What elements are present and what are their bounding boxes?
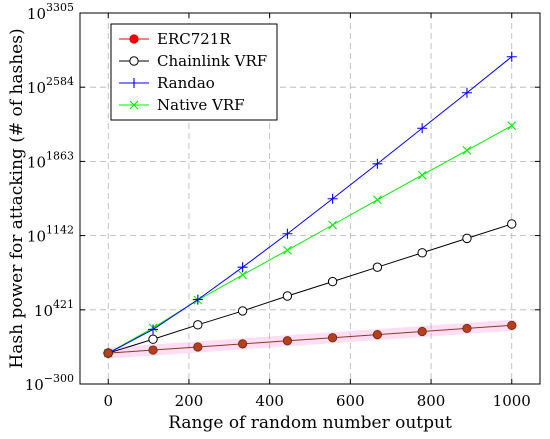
y-tick-exponent: 2584 [46,75,74,88]
data-point-native-vrf [283,245,292,255]
legend-marker [129,100,139,110]
y-tick-label: 10421 [34,298,74,320]
x-tick-label: 1000 [493,392,531,410]
series-line-chainlink-vrf [108,223,512,354]
y-tick-label: 102584 [27,75,74,97]
legend-label: Randao [157,74,215,92]
data-point-chainlink-vrf [282,291,293,301]
legend-marker [129,34,139,44]
series-chainlink-vrf [103,219,517,358]
legend-entry-randao: Randao [119,74,215,92]
data-point-native-vrf [462,145,472,155]
legend-label: ERC721R [157,30,231,48]
data-point-chainlink-vrf [507,219,517,229]
y-tick-label: 103305 [27,1,74,23]
data-point-randao [461,87,472,98]
data-point-erc721r [103,348,113,358]
legend-marker [129,56,139,66]
data-point-erc721r [282,336,293,346]
series-line-erc721r [108,324,512,354]
data-point-native-vrf [372,195,382,205]
x-tick-label: 800 [417,392,446,410]
data-point-randao [417,123,428,134]
plot-frame [79,12,541,385]
y-tick-label: 10−300 [25,372,74,394]
data-point-erc721r [148,345,158,355]
data-point-randao [327,193,338,204]
data-point-chainlink-vrf [148,334,158,344]
y-tick-label: 101863 [27,149,74,171]
y-tick-base: 10 [27,228,46,246]
data-point-chainlink-vrf [372,262,383,272]
data-point-native-vrf [238,270,248,280]
x-tick-label: 0 [103,392,113,410]
legend-entry-chainlink-vrf: Chainlink VRF [119,52,267,70]
x-tick-label: 600 [336,392,365,410]
y-tick-base: 10 [25,376,44,394]
series-randao [103,51,517,359]
x-tick-label: 200 [175,392,204,410]
data-point-erc721r [507,320,517,330]
legend-entry-erc721r: ERC721R [119,30,231,48]
y-tick-exponent: −300 [44,372,74,385]
data-point-chainlink-vrf [417,248,427,258]
y-tick-label: 101142 [27,224,74,246]
y-tick-exponent: 1863 [46,149,74,162]
data-point-randao [148,324,159,335]
y-axis-title: Hash power for attacking (# of hashes) [7,28,27,368]
data-point-randao [282,228,293,239]
data-point-erc721r [417,326,427,337]
axis-ticks: 0 200 400 600 800 100010−30010421101142101863… [25,1,540,410]
y-tick-exponent: 1142 [46,224,74,237]
x-axis-title: Range of random number output [168,413,452,433]
y-tick-base: 10 [34,302,53,320]
data-point-chainlink-vrf [327,276,338,287]
data-point-erc721r [193,342,203,352]
legend-box [110,23,278,121]
x-tick-label: 400 [255,392,284,410]
data-point-erc721r [462,323,472,334]
legend-label: Chainlink VRF [157,52,267,70]
data-point-randao [372,158,383,169]
data-point-randao [192,294,203,305]
y-tick-base: 10 [27,5,46,23]
series-native-vrf [103,121,517,358]
data-point-chainlink-vrf [237,306,248,316]
data-point-native-vrf [507,121,517,131]
y-tick-base: 10 [27,153,46,171]
data-point-erc721r [327,333,338,343]
data-point-randao [506,51,517,62]
series-group [103,51,517,359]
legend: ERC721R Chainlink VRF Randao Native VRF [110,23,278,121]
data-point-chainlink-vrf [193,320,203,330]
legend-entry-native-vrf: Native VRF [119,96,245,114]
legend-marker [129,78,139,88]
data-point-native-vrf [417,170,427,180]
y-tick-exponent: 421 [53,298,74,311]
legend-label: Native VRF [157,96,245,114]
data-point-erc721r [238,339,248,349]
data-point-chainlink-vrf [462,233,472,244]
data-point-native-vrf [328,220,337,230]
y-tick-exponent: 3305 [46,1,74,14]
data-point-erc721r [372,330,382,340]
data-point-randao [237,262,248,273]
series-line-randao [108,56,513,354]
series-erc721r [103,320,517,358]
y-tick-base: 10 [27,79,46,97]
